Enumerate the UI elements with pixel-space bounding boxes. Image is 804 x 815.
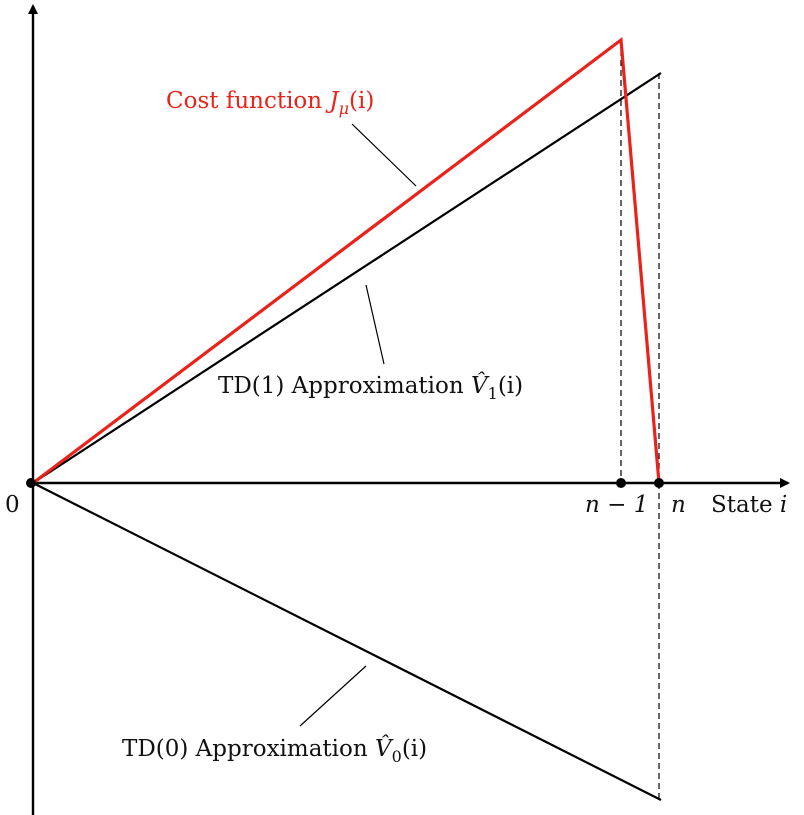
td0-label-leader [299,665,367,727]
td1-approximation-line [32,72,662,484]
td0-approximation-line [32,482,662,801]
x-axis-label: State i [711,492,787,518]
cost-label-leader [351,123,417,187]
td1-label-leader [365,284,385,365]
cost-function-curve [32,36,661,485]
origin-label: 0 [5,492,20,518]
tick-label-n-minus-1: n − 1 [585,492,648,518]
td1-approximation-label: TD(1) Approximation V̂1(i) [218,373,523,403]
point-n-minus-1 [616,478,626,488]
tick-label-n: n [671,492,686,518]
cost-function-label: Cost function Jμ(i) [166,88,374,118]
origin-point [26,478,36,488]
td0-approximation-label: TD(0) Approximation V̂0(i) [122,736,427,766]
point-n [654,478,664,488]
